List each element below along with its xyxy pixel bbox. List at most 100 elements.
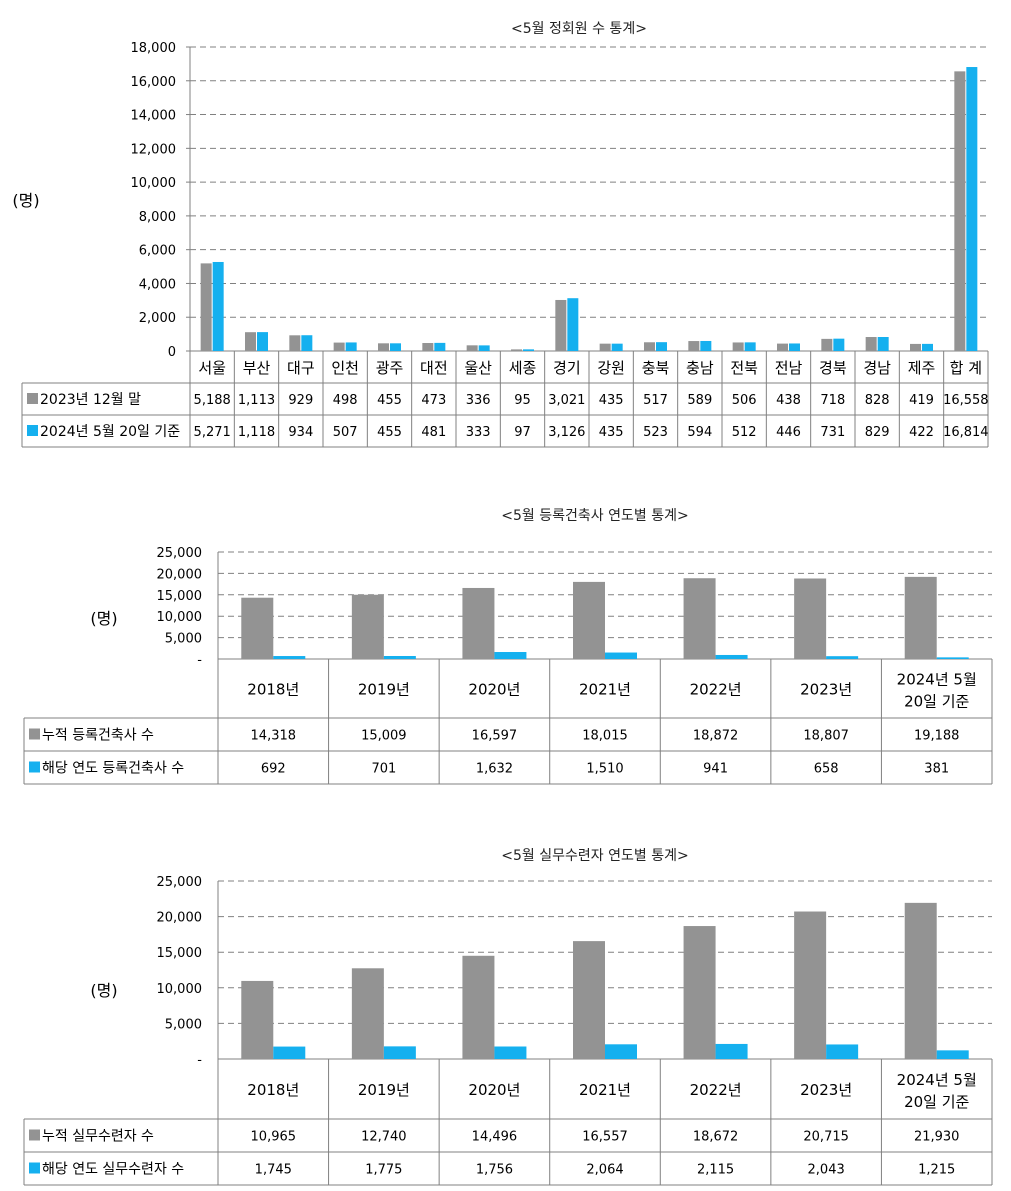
category-label: 2020년 (468, 681, 520, 699)
category-label: 전북 (730, 359, 758, 377)
data-value-label: 1,215 (918, 1163, 955, 1178)
data-value-label: 95 (514, 393, 531, 408)
data-value-label: 5,271 (194, 425, 231, 440)
legend-label: 누적 등록건축사 수 (42, 728, 154, 744)
category-label: 광주 (376, 359, 404, 377)
category-label: 2021년 (579, 1081, 631, 1099)
y-tick-label: - (197, 1053, 202, 1068)
data-value-label: 10,965 (251, 1130, 297, 1145)
data-value-label: 512 (732, 425, 757, 440)
data-value-label: 692 (261, 762, 286, 777)
data-value-label: 16,558 (943, 393, 989, 408)
data-value-label: 438 (776, 393, 801, 408)
bar-blue (715, 1043, 748, 1059)
bar-blue (611, 343, 623, 351)
data-value-label: 14,496 (472, 1130, 518, 1145)
bar-gray (794, 911, 827, 1059)
chart-2: <5월 등록건축사 연도별 통계> (명) - 5,000 10,000 15,000 20… (23, 508, 993, 785)
category-label: 2021년 (579, 681, 631, 699)
data-value-label: 18,872 (693, 729, 739, 744)
legend-swatch-gray (29, 1129, 40, 1141)
data-value-label: 481 (421, 425, 446, 440)
data-value-label: 506 (732, 393, 757, 408)
legend-label: 해당 연도 실무수련자 수 (42, 1162, 184, 1178)
category-label: 2022년 (690, 681, 742, 699)
bar-gray (200, 263, 212, 351)
legend-label: 2024년 5월 20일 기준 (40, 424, 180, 440)
legend-swatch-blue (29, 1162, 40, 1174)
category-label: 전남 (775, 359, 803, 377)
data-value-label: 18,807 (803, 729, 849, 744)
category-label: 경기 (553, 359, 581, 377)
data-value-label: 1,510 (586, 762, 623, 777)
category-label: 충북 (642, 359, 670, 377)
category-label: 제주 (908, 359, 936, 377)
bar-gray (462, 587, 495, 659)
data-value-label: 18,672 (693, 1130, 739, 1145)
data-value-label: 2,043 (808, 1163, 845, 1178)
y-tick-label: 10,000 (157, 610, 203, 625)
data-value-label: 507 (333, 425, 358, 440)
bar-blue (345, 342, 357, 351)
bar-blue (390, 343, 401, 351)
data-value-label: 16,597 (472, 729, 518, 744)
category-label: 인천 (331, 359, 359, 377)
data-value-label: 523 (643, 425, 668, 440)
bar-blue (826, 1044, 859, 1059)
legend-swatch-gray (27, 393, 38, 404)
data-value-label: 14,318 (251, 729, 297, 744)
legend-swatch-blue (27, 425, 38, 436)
data-value-label: 498 (333, 393, 358, 408)
bar-gray (865, 337, 877, 351)
bar-gray (462, 955, 495, 1059)
bar-gray (351, 594, 384, 659)
bar-gray (573, 581, 605, 659)
bar-gray (904, 902, 937, 1059)
bar-blue (656, 342, 667, 351)
data-value-label: 16,814 (943, 425, 989, 440)
data-value-label: 828 (865, 393, 890, 408)
bar-gray (241, 597, 274, 659)
data-value-label: 1,118 (238, 425, 275, 440)
y-tick-label: 25,000 (157, 546, 203, 561)
data-value-label: 21,930 (914, 1130, 960, 1145)
bar-blue (494, 1046, 527, 1059)
legend-label: 2023년 12월 말 (40, 392, 141, 408)
legend-swatch-gray (29, 728, 40, 740)
y-tick-label: 0 (168, 345, 176, 360)
bar-blue (273, 656, 306, 659)
y-axis-unit-label: (명) (90, 609, 117, 628)
data-value-label: 658 (814, 762, 839, 777)
category-label: 울산 (464, 359, 492, 377)
y-tick-label: 15,000 (157, 946, 203, 961)
category-label: 대구 (287, 359, 315, 377)
data-value-label: 2,064 (586, 1163, 623, 1178)
category-label: 2018년 (247, 681, 299, 699)
bar-blue (273, 1046, 306, 1059)
data-value-label: 435 (599, 393, 624, 408)
legend-swatch-blue (29, 761, 40, 773)
data-value-label: 731 (820, 425, 845, 440)
category-label: 경북 (819, 359, 847, 377)
data-value-label: 455 (377, 393, 402, 408)
category-label: 2020년 (468, 1081, 520, 1099)
category-label: 대전 (420, 359, 448, 377)
data-value-label: 829 (865, 425, 890, 440)
data-value-label: 455 (377, 425, 402, 440)
data-value-label: 1,632 (476, 762, 513, 777)
data-value-label: 15,009 (361, 729, 407, 744)
category-label-line: 20일 기준 (904, 1093, 969, 1111)
y-axis-unit-label: (명) (90, 981, 117, 1000)
category-label: 2024년 5월 20일 기준 (897, 1071, 977, 1111)
data-value-label: 20,715 (803, 1130, 849, 1145)
bar-gray (555, 299, 567, 351)
y-tick-label: 12,000 (131, 142, 177, 157)
data-value-label: 1,775 (365, 1163, 402, 1178)
category-label-line: 2024년 5월 (897, 1071, 977, 1089)
bar-gray (351, 968, 384, 1059)
data-value-label: 16,557 (582, 1130, 628, 1145)
category-label: 2023년 (800, 681, 852, 699)
y-tick-label: 15,000 (157, 589, 203, 604)
bar-blue (715, 654, 748, 659)
